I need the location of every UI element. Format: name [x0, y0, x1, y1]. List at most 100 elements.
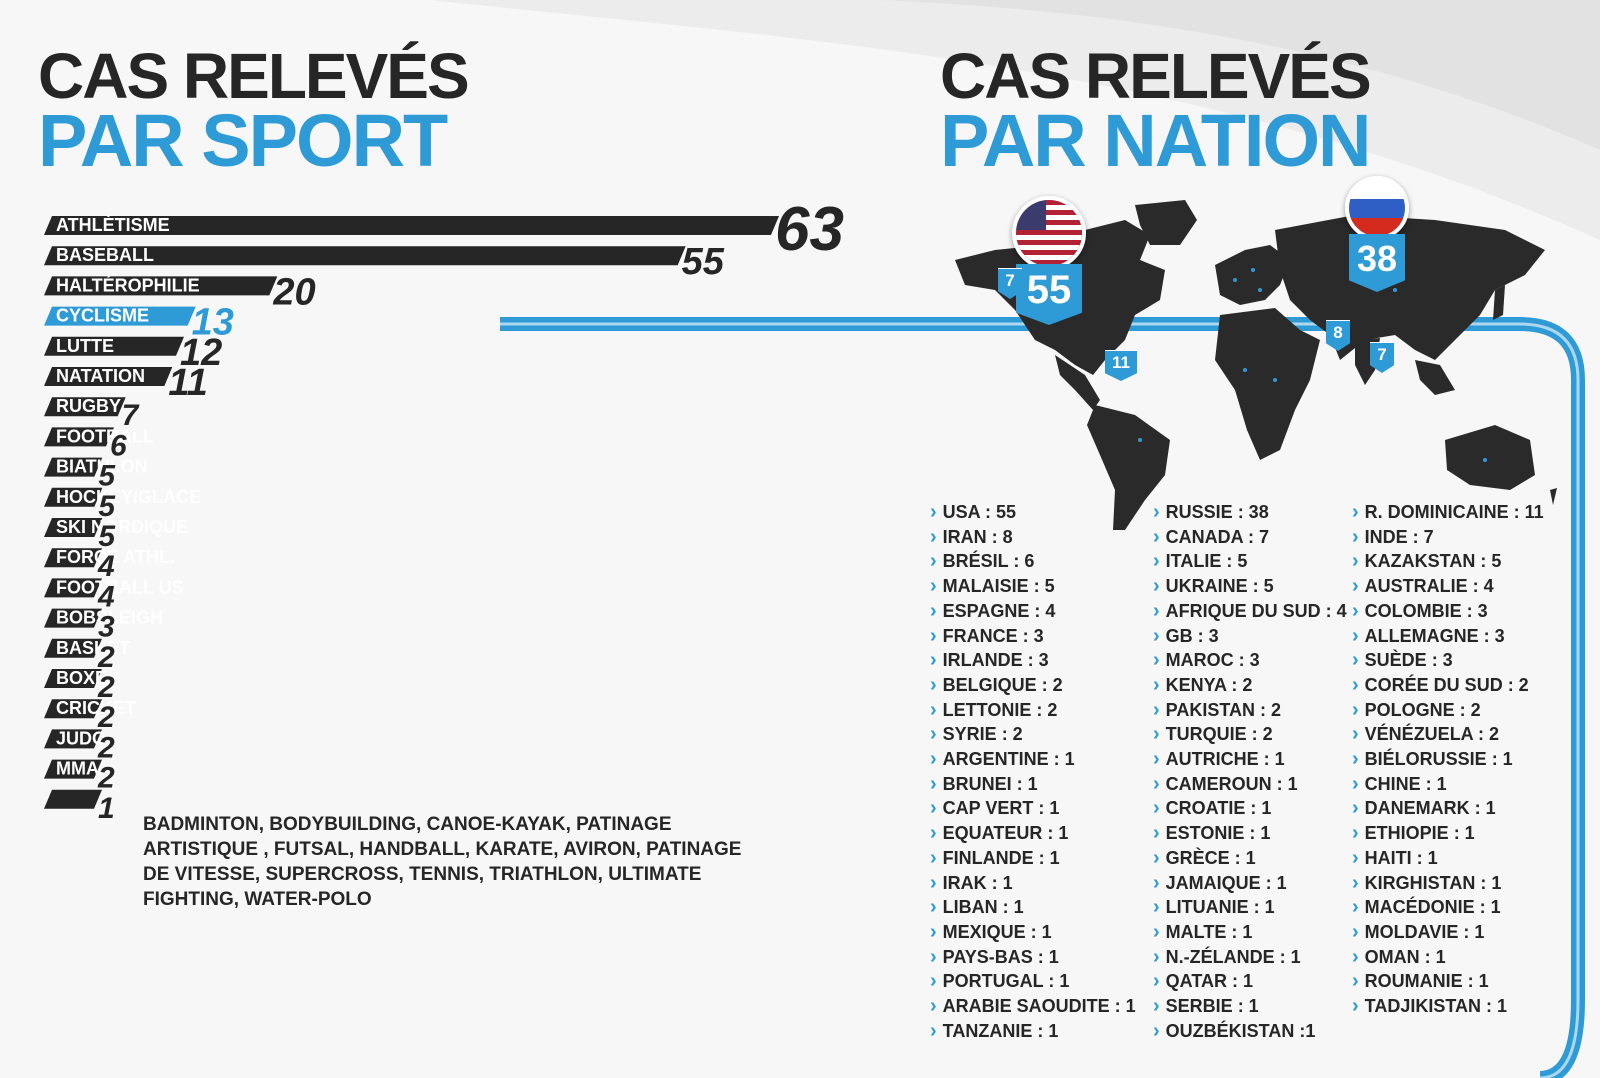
nation-list-item: GB : 3	[1153, 624, 1347, 649]
bar-value: 2	[97, 731, 115, 764]
nation-list-item: TANZANIE : 1	[930, 1019, 1136, 1044]
nation-list-item: CORÉE DU SUD : 2	[1352, 673, 1544, 698]
nation-list-item: IRLANDE : 3	[930, 648, 1136, 673]
nation-list-item: GRÈCE : 1	[1153, 846, 1347, 871]
bar-group: NATATION 11	[44, 362, 208, 404]
russia-flag-icon	[1345, 176, 1409, 240]
bar	[44, 699, 102, 719]
bar-label: FORCE ATHL.	[56, 547, 175, 567]
nation-list-item: BIÉLORUSSIE : 1	[1352, 747, 1544, 772]
sport-title-line2: PAR SPORT	[38, 99, 448, 182]
nation-list-item: USA : 55	[930, 500, 1136, 525]
nation-list-item: AUSTRALIE : 4	[1352, 574, 1544, 599]
bar	[44, 608, 102, 628]
nation-list-item: CANADA : 7	[1153, 525, 1347, 550]
bar-label: LUTTE	[56, 336, 114, 356]
bar-label: BOBSLEIGH	[56, 608, 163, 628]
nation-title-line1: CAS RELEVÉS	[940, 40, 1372, 112]
bar-group: FORCE ATHL.4	[44, 547, 175, 583]
nation-list-item: BELGIQUE : 2	[930, 673, 1136, 698]
bar-value: 3	[98, 611, 115, 644]
bar-value: 20	[272, 271, 315, 313]
nation-list-item: AFRIQUE DU SUD : 4	[1153, 599, 1347, 624]
bar-label: BOXE	[56, 668, 107, 688]
bar-value: 6	[110, 429, 127, 462]
russia-marker: 38	[1345, 176, 1409, 292]
bar	[44, 367, 173, 386]
bar-group: CYCLISME 13	[44, 301, 235, 344]
nation-list-item: KENYA : 2	[1153, 673, 1347, 698]
nation-list-item: IRAK : 1	[930, 871, 1136, 896]
bar	[44, 669, 102, 688]
bar	[44, 336, 184, 356]
bar-label: MMA	[56, 759, 99, 779]
sport-title: CAS RELEVÉS PAR SPORT	[38, 44, 470, 182]
nation-list-item: ESTONIE : 1	[1153, 821, 1347, 846]
bar-group: BASEBALL 55	[44, 241, 725, 283]
bar-label: BASEBALL	[56, 245, 154, 265]
nation-list-item: R. DOMINICAINE : 11	[1352, 500, 1544, 525]
nation-list-item: MEXIQUE : 1	[930, 920, 1136, 945]
bar-label: HALTÉROPHILIE	[56, 274, 200, 295]
bar	[44, 276, 278, 296]
bar	[44, 487, 103, 507]
bar	[44, 306, 196, 326]
nation-list-item: PORTUGAL : 1	[930, 969, 1136, 994]
bar-group: 1	[44, 789, 115, 825]
bar-value: 2	[97, 701, 115, 734]
nation-list-item: HAITI : 1	[1352, 846, 1544, 871]
bar	[44, 548, 102, 568]
usa-count: 55	[1016, 264, 1082, 325]
nation-list-item: MAROC : 3	[1153, 648, 1347, 673]
nation-list-item: MALAISIE : 5	[930, 574, 1136, 599]
nation-list-item: KIRGHISTAN : 1	[1352, 871, 1544, 896]
bar-value: 2	[97, 641, 115, 674]
nation-list-item: RUSSIE : 38	[1153, 500, 1347, 525]
nation-list-item: QATAR : 1	[1153, 969, 1347, 994]
nation-list-item: CAMEROUN : 1	[1153, 772, 1347, 797]
nation-list-item: POLOGNE : 2	[1352, 698, 1544, 723]
nation-list-item: KAZAKSTAN : 5	[1352, 549, 1544, 574]
nation-list-item: BRUNEI : 1	[930, 772, 1136, 797]
russia-count: 38	[1349, 234, 1405, 292]
nation-list-item: ESPAGNE : 4	[930, 599, 1136, 624]
bar-group: MMA 2	[44, 759, 115, 795]
nation-list-item: INDE : 7	[1352, 525, 1544, 550]
nation-list-column-3: R. DOMINICAINE : 11INDE : 7KAZAKSTAN : 5…	[1352, 500, 1544, 1019]
bar-value: 1	[98, 792, 115, 825]
nation-list-item: JAMAIQUE : 1	[1153, 871, 1347, 896]
bar-label: SKI NORDIQUE	[56, 517, 188, 537]
bar-value: 12	[180, 332, 222, 374]
bar-label: RUGBY	[56, 396, 121, 416]
nation-list-item: COLOMBIE : 3	[1352, 599, 1544, 624]
bar-value: 5	[98, 460, 116, 493]
nation-list-item: FRANCE : 3	[930, 624, 1136, 649]
nation-list-item: ALLEMAGNE : 3	[1352, 624, 1544, 649]
nation-list-item: UKRAINE : 5	[1153, 574, 1347, 599]
nation-list-item: LIBAN : 1	[930, 895, 1136, 920]
usa-marker: 55	[1012, 196, 1086, 325]
nation-list-item: LETTONIE : 2	[930, 698, 1136, 723]
bar-value: 5	[98, 490, 116, 523]
bar-value: 63	[775, 195, 844, 264]
bar	[44, 216, 779, 235]
bar-label: JUDO	[56, 728, 106, 748]
bar-label: NATATION	[56, 366, 145, 386]
nation-title: CAS RELEVÉS PAR NATION	[940, 40, 1372, 178]
bar	[44, 457, 103, 477]
nation-list-item: IRAN : 8	[930, 525, 1136, 550]
nation-list-item: ARABIE SAOUDITE : 1	[930, 994, 1136, 1019]
other-sports-list: BADMINTON, BODYBUILDING, CANOE-KAYAK, PA…	[143, 814, 742, 910]
bar-label: BASKET	[56, 638, 130, 658]
bar	[44, 427, 114, 447]
nation-list-item: FINLANDE : 1	[930, 846, 1136, 871]
nation-list-column-1: USA : 55IRAN : 8BRÉSIL : 6MALAISIE : 5ES…	[930, 500, 1136, 1043]
nation-list-item: OUZBÉKISTAN :1	[1153, 1019, 1347, 1044]
nation-list-item: SERBIE : 1	[1153, 994, 1347, 1019]
nation-list-item: CAP VERT : 1	[930, 796, 1136, 821]
